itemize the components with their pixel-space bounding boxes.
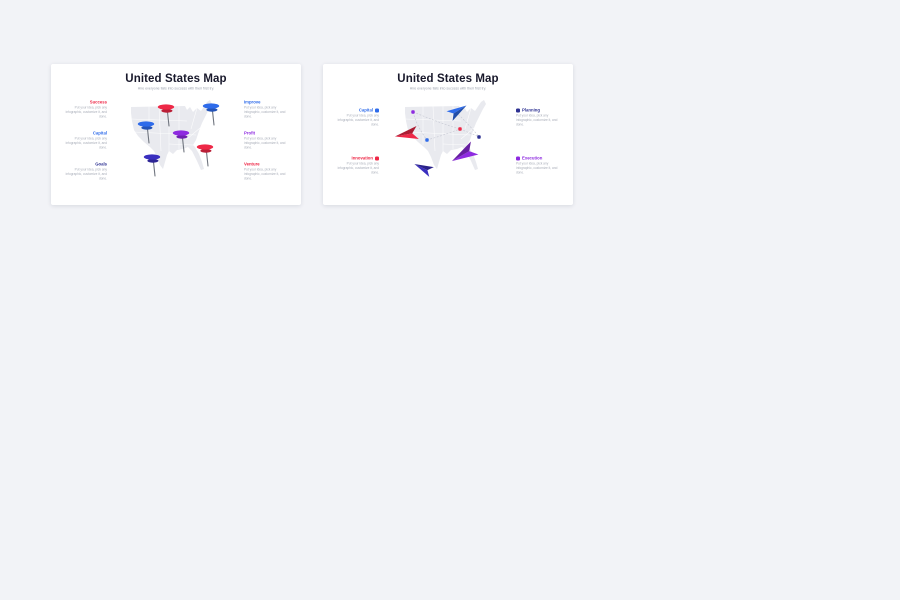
route-dashed-line xyxy=(412,111,428,141)
map-pin xyxy=(172,130,190,153)
legend-item: Execution Put your idea, pick any infogra… xyxy=(516,156,562,204)
state-borders xyxy=(405,105,475,152)
item-label: Success xyxy=(89,99,107,105)
slide-title: United States Map xyxy=(125,73,227,85)
map-point-dot xyxy=(425,138,429,142)
item-description: Put your idea, pick any infographic, cus… xyxy=(337,162,379,175)
item-label: Execution xyxy=(522,155,543,161)
us-map-graphic xyxy=(394,100,486,177)
map-point-dot xyxy=(477,135,481,139)
left-label-column: Success Put your idea, pick any infograph… xyxy=(61,100,107,193)
right-label-column: Planning Put your idea, pick any infograp… xyxy=(516,108,562,204)
legend-item: Capital Put your idea, pick any infograph… xyxy=(333,108,379,156)
legend-item: Planning Put your idea, pick any infograp… xyxy=(516,108,562,156)
route-dashed-line xyxy=(455,111,480,138)
slide-subtitle: Hire everyone falls into success with th… xyxy=(137,87,215,91)
paper-plane-icon xyxy=(414,164,434,177)
item-label: Capital xyxy=(358,107,373,113)
legend-item: Innovation Put your idea, pick any infogr… xyxy=(333,156,379,204)
map-pin xyxy=(196,144,214,167)
us-map-graphic xyxy=(131,100,220,177)
map-point-dot xyxy=(411,110,415,114)
legend-item: Capital Put your idea, pick any infograph… xyxy=(61,131,107,162)
legend-item: Profit Put your idea, pick any infographi… xyxy=(244,131,290,162)
item-description: Put your idea, pick any infographic, cus… xyxy=(337,114,379,127)
legend-dot-icon xyxy=(516,156,520,161)
map-pin xyxy=(143,154,161,177)
legend-dot-icon xyxy=(375,156,379,161)
item-description: Put your idea, pick any infographic, cus… xyxy=(244,137,286,150)
item-description: Put your idea, pick any infographic, cus… xyxy=(516,114,558,127)
map-point-dot xyxy=(458,127,462,131)
right-label-column: Improve Put your idea, pick any infograph… xyxy=(244,100,290,193)
item-label: Improve xyxy=(244,99,261,105)
item-description: Put your idea, pick any infographic, cus… xyxy=(516,162,558,175)
map-pin xyxy=(202,103,220,126)
legend-dot-icon xyxy=(375,108,379,113)
slide-title: United States Map xyxy=(397,73,499,85)
slide-subtitle: Hire everyone falls into success with th… xyxy=(409,87,487,91)
legend-item: Goals Put your idea, pick any infographic… xyxy=(61,162,107,193)
item-description: Put your idea, pick any infographic, cus… xyxy=(65,168,107,181)
legend-item: Success Put your idea, pick any infograph… xyxy=(61,100,107,131)
item-description: Put your idea, pick any infographic, cus… xyxy=(65,137,107,150)
route-dashed-line xyxy=(412,111,461,130)
item-label: Profit xyxy=(244,130,256,136)
item-label: Innovation xyxy=(351,155,373,161)
item-description: Put your idea, pick any infographic, cus… xyxy=(244,168,286,181)
map-pin xyxy=(157,104,175,127)
state-borders xyxy=(131,105,201,152)
legend-item: Venture Put your idea, pick any infograph… xyxy=(244,162,290,193)
slide-card-us-map-pins[interactable]: United States Map Hire everyone falls in… xyxy=(51,64,301,205)
item-description: Put your idea, pick any infographic, cus… xyxy=(65,106,107,119)
route-dashed-line xyxy=(459,128,480,138)
item-label: Venture xyxy=(244,161,260,167)
slide-card-us-map-planes[interactable]: United States Map Hire everyone falls in… xyxy=(323,64,573,205)
us-map xyxy=(394,99,503,183)
route-dashed-line xyxy=(426,128,461,141)
item-description: Put your idea, pick any infographic, cus… xyxy=(244,106,286,119)
item-label: Goals xyxy=(95,161,107,167)
map-pin xyxy=(137,121,155,144)
legend-dot-icon xyxy=(516,108,520,113)
legend-item: Improve Put your idea, pick any infograph… xyxy=(244,100,290,131)
us-map xyxy=(129,99,229,183)
item-label: Capital xyxy=(92,130,107,136)
item-label: Planning xyxy=(522,107,540,113)
left-label-column: Capital Put your idea, pick any infograph… xyxy=(333,108,379,204)
